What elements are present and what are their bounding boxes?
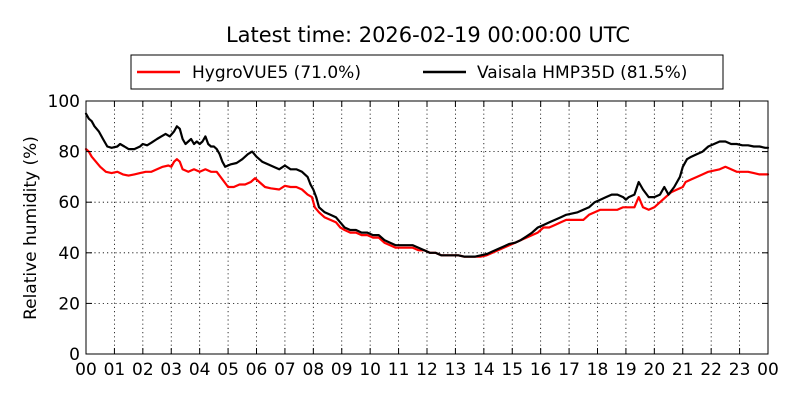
y-tick-label: 40 bbox=[58, 244, 80, 264]
chart-title: Latest time: 2026-02-19 00:00:00 UTC bbox=[226, 23, 630, 47]
x-tick-label: 01 bbox=[104, 360, 126, 380]
series bbox=[84, 112, 770, 258]
x-tick-label: 08 bbox=[303, 360, 325, 380]
x-tick-label: 21 bbox=[672, 360, 694, 380]
x-tick-label: 05 bbox=[217, 360, 239, 380]
x-tick-label: 09 bbox=[331, 360, 353, 380]
y-tick-label: 80 bbox=[58, 143, 80, 163]
grid bbox=[86, 101, 768, 354]
x-tick-label: 13 bbox=[445, 360, 467, 380]
y-tick-label: 100 bbox=[48, 92, 80, 112]
x-tick-label: 18 bbox=[587, 360, 609, 380]
x-tick-label: 12 bbox=[416, 360, 438, 380]
y-axis-label: Relative humidity (%) bbox=[21, 136, 41, 320]
x-tick-label: 06 bbox=[246, 360, 268, 380]
x-tick-label: 00 bbox=[75, 360, 97, 380]
x-tick-label: 22 bbox=[700, 360, 722, 380]
x-tick-label: 14 bbox=[473, 360, 495, 380]
x-tick-label: 19 bbox=[615, 360, 637, 380]
x-tick-label: 17 bbox=[558, 360, 580, 380]
x-tick-label: 23 bbox=[729, 360, 751, 380]
ticks: 00 01 02 03 04 05 06 07 08 09 10 11 12 13 14 15 16 17 18 19… bbox=[48, 92, 779, 380]
legend-label-hygrovue5: HygroVUE5 (71.0%) bbox=[192, 63, 361, 83]
y-tick-label: 0 bbox=[69, 345, 80, 365]
x-tick-label: 00 bbox=[757, 360, 779, 380]
x-tick-label: 04 bbox=[189, 360, 211, 380]
x-tick-label: 07 bbox=[274, 360, 296, 380]
x-tick-label: 11 bbox=[388, 360, 410, 380]
legend-label-vaisala: Vaisala HMP35D (81.5%) bbox=[477, 63, 687, 83]
y-tick-label: 20 bbox=[58, 294, 80, 314]
x-tick-label: 03 bbox=[160, 360, 182, 380]
x-tick-label: 20 bbox=[644, 360, 666, 380]
x-tick-label: 16 bbox=[530, 360, 552, 380]
legend: HygroVUE5 (71.0%) Vaisala HMP35D (81.5%) bbox=[130, 54, 724, 90]
x-tick-label: 10 bbox=[359, 360, 381, 380]
series-line-vaisala bbox=[84, 112, 770, 258]
x-tick-label: 02 bbox=[132, 360, 154, 380]
series-line-hygrovue5 bbox=[84, 148, 770, 258]
x-tick-label: 15 bbox=[501, 360, 523, 380]
y-tick-label: 60 bbox=[58, 193, 80, 213]
